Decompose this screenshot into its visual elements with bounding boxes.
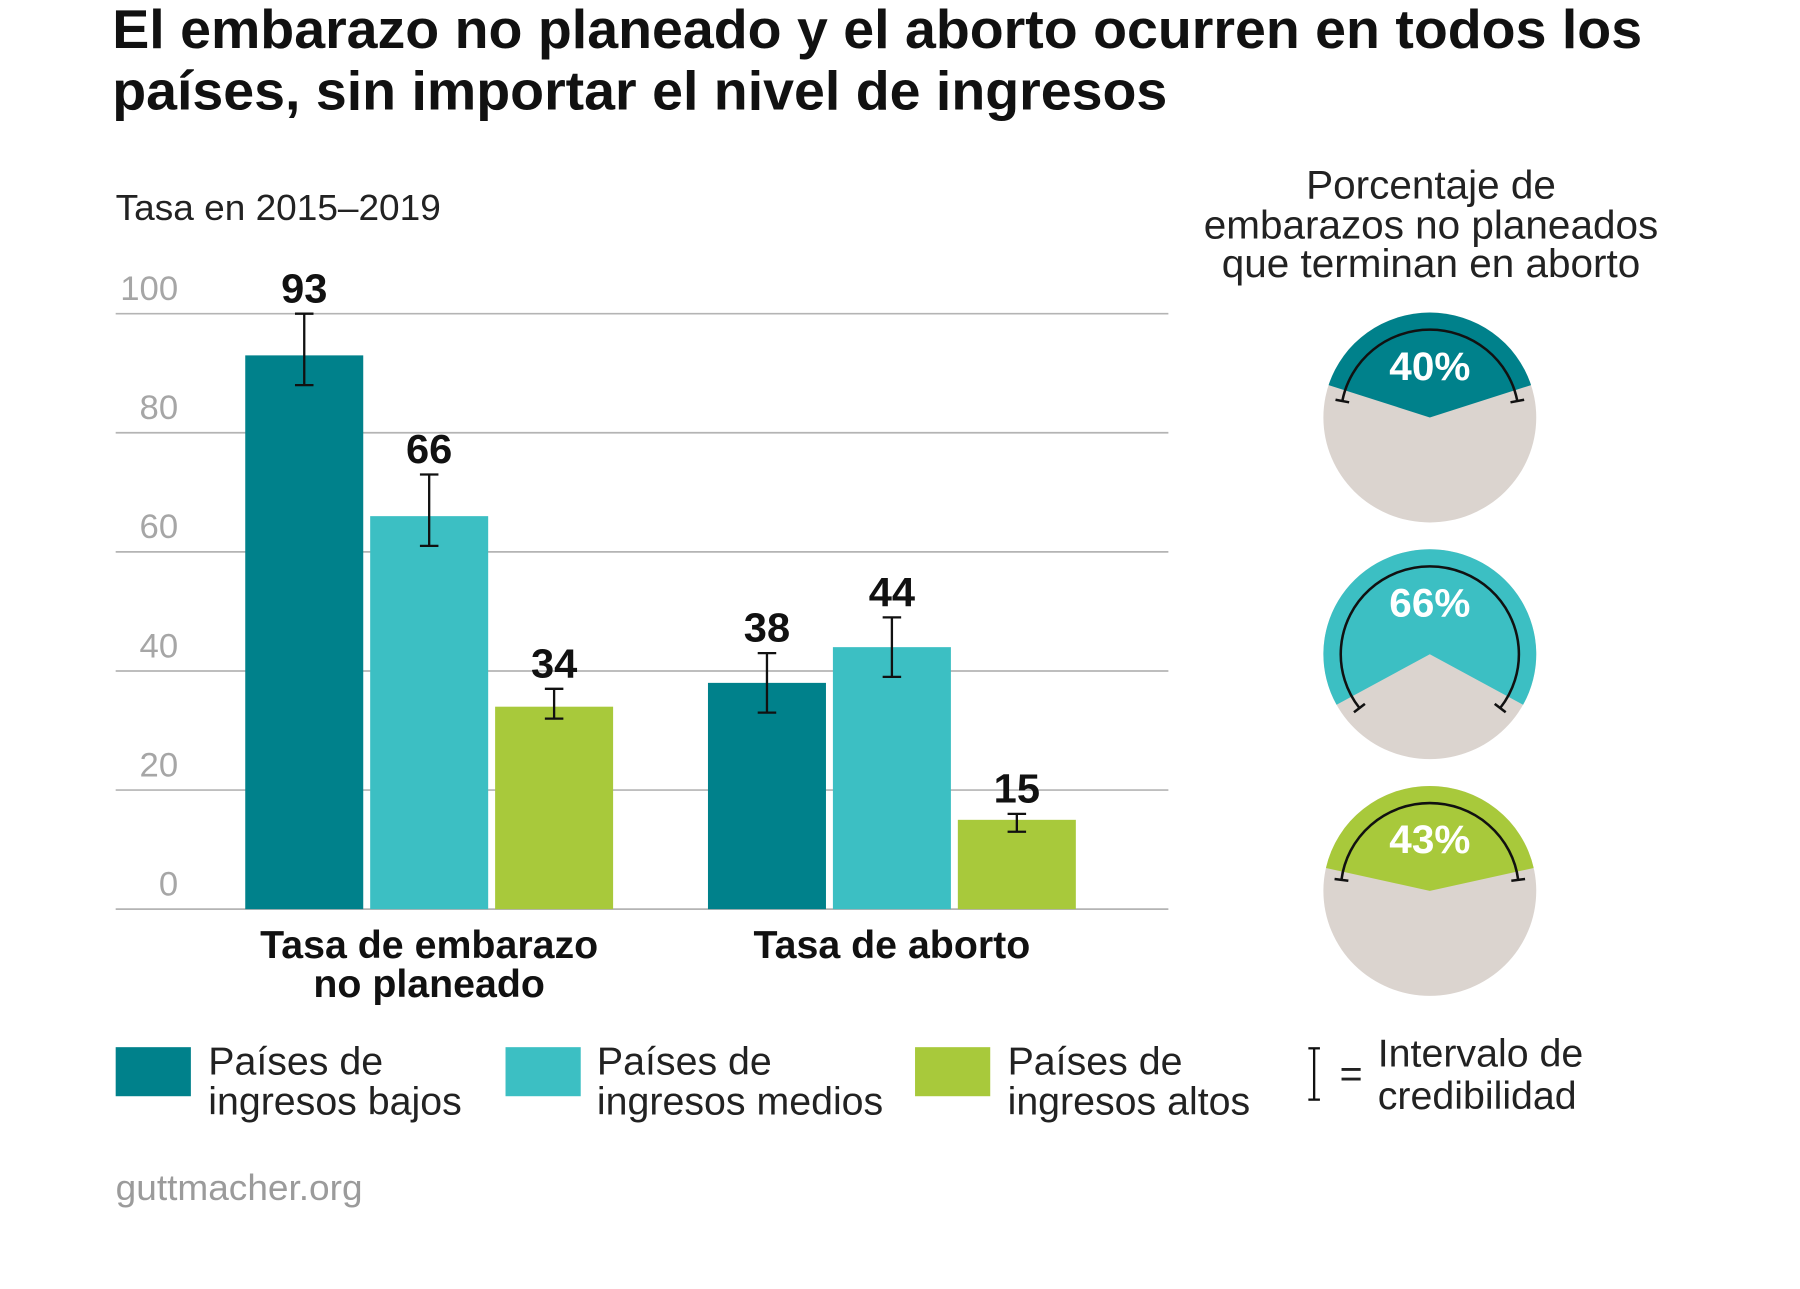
- bar-value-label: 44: [869, 569, 915, 615]
- legend-item-high-income: Países de ingresos altos: [915, 1041, 1251, 1124]
- bar-chart: 0 20 40 60 80 100 93 38 66 44 34 15 Tasa de embara…: [115, 266, 1169, 1006]
- pie: 40%: [1323, 312, 1537, 523]
- legend-item-low-income: Países de ingresos bajos: [115, 1041, 462, 1124]
- bar-value-label: 66: [406, 426, 452, 472]
- y-tick-label: 60: [140, 508, 179, 546]
- error-bar: [757, 651, 777, 714]
- credibility-arc-cap: [1510, 398, 1525, 404]
- error-bar: [544, 687, 564, 720]
- bar-value-label: 34: [531, 641, 577, 687]
- pie-chart-title-line-1: Porcentaje de: [1306, 163, 1556, 208]
- bar: [370, 516, 489, 910]
- error-bar: [419, 473, 439, 548]
- equals-sign: =: [1340, 1053, 1363, 1096]
- error-bars: [294, 312, 1027, 833]
- credibility-arc: [1341, 328, 1519, 402]
- category-label: Tasa de aborto: [754, 924, 1031, 967]
- pie-chart-title-line-3: que terminan en aborto: [1222, 241, 1640, 286]
- credibility-arc: [1340, 801, 1520, 881]
- legend-item-credibility-interval: = Intervalo de credibilidad: [1308, 1033, 1583, 1118]
- category-label: Tasa de embarazo: [260, 924, 598, 967]
- bar: [957, 819, 1076, 910]
- pie-chart: Porcentaje de embarazos no planeados que…: [1204, 163, 1658, 996]
- y-axis-ticks: 0 20 40 60 80 100: [120, 270, 178, 903]
- bars: [245, 355, 1076, 910]
- bar-value-label: 15: [994, 766, 1040, 812]
- legend-label-high-income-line-1: Países de: [1008, 1041, 1183, 1084]
- pie: 66%: [1323, 549, 1537, 760]
- error-bar: [1007, 812, 1027, 833]
- legend-label-low-income-line-1: Países de: [208, 1041, 383, 1084]
- credibility-arc-cap: [1334, 877, 1349, 882]
- y-tick-label: 100: [120, 270, 178, 308]
- pies: 40% 66% 43%: [1323, 312, 1537, 996]
- bar-value-label: 93: [281, 266, 327, 312]
- pie-slice-abortion-share: [1328, 312, 1532, 418]
- credibility-arc-cap: [1511, 877, 1526, 882]
- legend-swatch-middle-income: [505, 1047, 581, 1097]
- pie-value-label: 66%: [1389, 581, 1470, 626]
- y-tick-label: 80: [140, 389, 179, 427]
- bar-value-labels: 93 38 66 44 34 15: [281, 266, 1040, 812]
- bar: [832, 647, 951, 910]
- pie-chart-title-line-2: embarazos no planeados: [1204, 203, 1658, 248]
- pie-slice-abortion-share: [1323, 549, 1537, 705]
- title-line-1: El embarazo no planeado y el aborto ocur…: [112, 0, 1642, 60]
- y-axis-label: Tasa en 2015–2019: [116, 187, 441, 228]
- bar: [245, 355, 364, 910]
- pie-value-label: 43%: [1389, 818, 1470, 863]
- y-tick-label: 20: [140, 747, 179, 785]
- y-tick-label: 40: [140, 627, 179, 665]
- legend-label-middle-income-line-1: Países de: [597, 1041, 772, 1084]
- pie-value-label: 40%: [1389, 344, 1470, 389]
- category-label: no planeado: [313, 963, 545, 1006]
- pie-slice-abortion-share: [1325, 785, 1534, 891]
- y-tick-label: 0: [159, 866, 178, 904]
- pie: 43%: [1323, 785, 1537, 996]
- bar: [707, 682, 826, 910]
- error-bar: [882, 616, 902, 679]
- legend-item-middle-income: Países de ingresos medios: [505, 1041, 883, 1124]
- error-bar-icon: [1308, 1047, 1320, 1101]
- legend-swatch-high-income: [915, 1047, 991, 1097]
- title-line-2: países, sin importar el nivel de ingreso…: [112, 60, 1167, 122]
- credibility-arc: [1339, 565, 1521, 709]
- credibility-arc-cap: [1493, 702, 1507, 714]
- bar-value-label: 38: [744, 605, 790, 651]
- bar: [495, 706, 614, 910]
- title: El embarazo no planeado y el aborto ocur…: [112, 0, 1642, 121]
- error-bar: [294, 312, 314, 387]
- legend-label-middle-income-line-2: ingresos medios: [597, 1081, 883, 1124]
- legend-swatch-low-income: [115, 1047, 191, 1097]
- credibility-label-line-1: Intervalo de: [1378, 1033, 1583, 1076]
- credibility-label-line-2: credibilidad: [1378, 1075, 1577, 1118]
- legend: Países de ingresos bajos Países de ingre…: [115, 1033, 1583, 1124]
- credibility-arc-cap: [1335, 398, 1350, 404]
- source-credit: guttmacher.org: [116, 1167, 363, 1208]
- legend-label-low-income-line-2: ingresos bajos: [208, 1081, 462, 1124]
- legend-label-high-income-line-2: ingresos altos: [1008, 1081, 1251, 1124]
- credibility-arc-cap: [1353, 702, 1366, 714]
